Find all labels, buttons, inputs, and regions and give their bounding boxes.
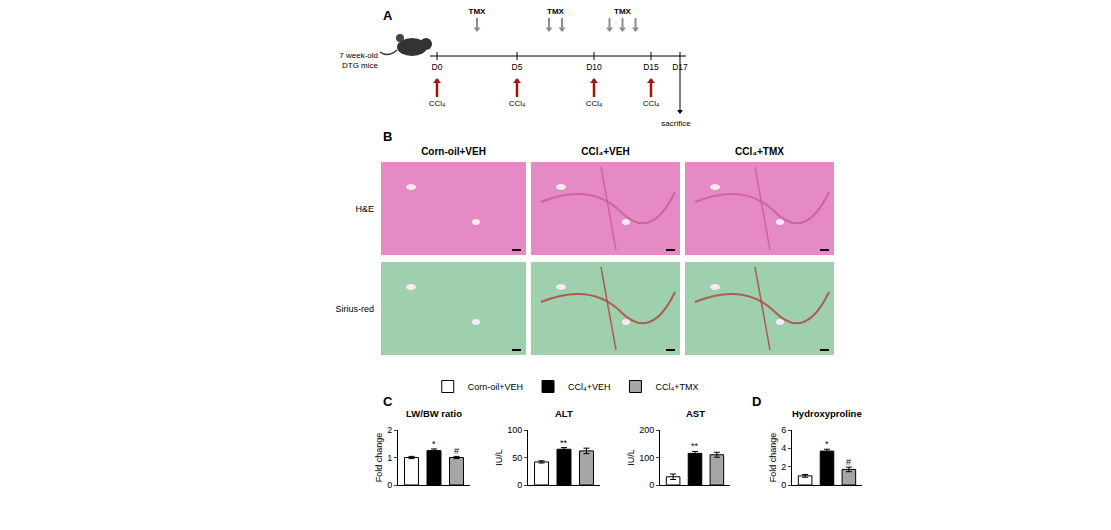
svg-text:#: # <box>846 457 851 467</box>
svg-text:D5: D5 <box>512 62 523 72</box>
svg-text:IU/L: IU/L <box>494 449 504 466</box>
svg-text:6: 6 <box>781 425 786 435</box>
svg-text:H&E: H&E <box>355 204 374 214</box>
svg-text:50: 50 <box>512 453 522 463</box>
svg-text:2: 2 <box>387 425 392 435</box>
svg-text:0: 0 <box>649 480 654 490</box>
svg-text:DTG mice: DTG mice <box>342 61 379 70</box>
svg-text:0: 0 <box>517 480 522 490</box>
svg-text:CCl₄+TMX: CCl₄+TMX <box>655 382 698 392</box>
svg-text:CCl₄: CCl₄ <box>586 99 603 108</box>
svg-text:*: * <box>432 439 436 449</box>
svg-text:0: 0 <box>387 480 392 490</box>
svg-text:CCl₄+TMX: CCl₄+TMX <box>735 146 784 157</box>
svg-text:1: 1 <box>387 453 392 463</box>
svg-text:D0: D0 <box>432 62 443 72</box>
svg-text:ALT: ALT <box>555 408 573 419</box>
svg-text:Corn-oil+VEH: Corn-oil+VEH <box>468 382 523 392</box>
svg-text:7 week-old: 7 week-old <box>339 51 378 60</box>
svg-text:D15: D15 <box>643 62 659 72</box>
svg-text:#: # <box>454 446 459 456</box>
svg-text:Hydroxyproline: Hydroxyproline <box>792 408 862 419</box>
svg-text:CCl₄+VEH: CCl₄+VEH <box>568 382 610 392</box>
svg-text:TMX: TMX <box>547 7 565 16</box>
svg-text:0: 0 <box>781 480 786 490</box>
svg-text:CCl₄+VEH: CCl₄+VEH <box>581 146 629 157</box>
svg-text:100: 100 <box>639 453 654 463</box>
svg-text:D17: D17 <box>672 62 688 72</box>
svg-text:2: 2 <box>781 462 786 472</box>
svg-text:C: C <box>383 394 393 409</box>
svg-text:Fold change: Fold change <box>768 433 778 483</box>
svg-text:**: ** <box>691 441 699 451</box>
svg-text:IU/L: IU/L <box>626 449 636 466</box>
svg-text:CCl₄: CCl₄ <box>509 99 526 108</box>
svg-text:4: 4 <box>781 443 786 453</box>
svg-text:Sirius-red: Sirius-red <box>335 304 374 314</box>
svg-text:TMX: TMX <box>614 7 632 16</box>
svg-text:Corn-oil+VEH: Corn-oil+VEH <box>421 146 486 157</box>
svg-text:D10: D10 <box>586 62 602 72</box>
svg-text:Fold change: Fold change <box>374 433 384 483</box>
svg-text:LW/BW ratio: LW/BW ratio <box>406 408 462 419</box>
svg-text:200: 200 <box>639 425 654 435</box>
svg-text:CCl₄: CCl₄ <box>643 99 660 108</box>
svg-text:CCl₄: CCl₄ <box>429 99 446 108</box>
svg-text:*: * <box>825 439 829 449</box>
svg-text:A: A <box>383 8 393 23</box>
svg-text:D: D <box>752 394 761 409</box>
svg-text:sacrifice: sacrifice <box>661 119 691 128</box>
svg-text:B: B <box>383 129 392 144</box>
svg-text:TMX: TMX <box>469 7 487 16</box>
svg-text:100: 100 <box>507 425 522 435</box>
svg-text:**: ** <box>560 438 568 448</box>
svg-text:AST: AST <box>686 408 705 419</box>
